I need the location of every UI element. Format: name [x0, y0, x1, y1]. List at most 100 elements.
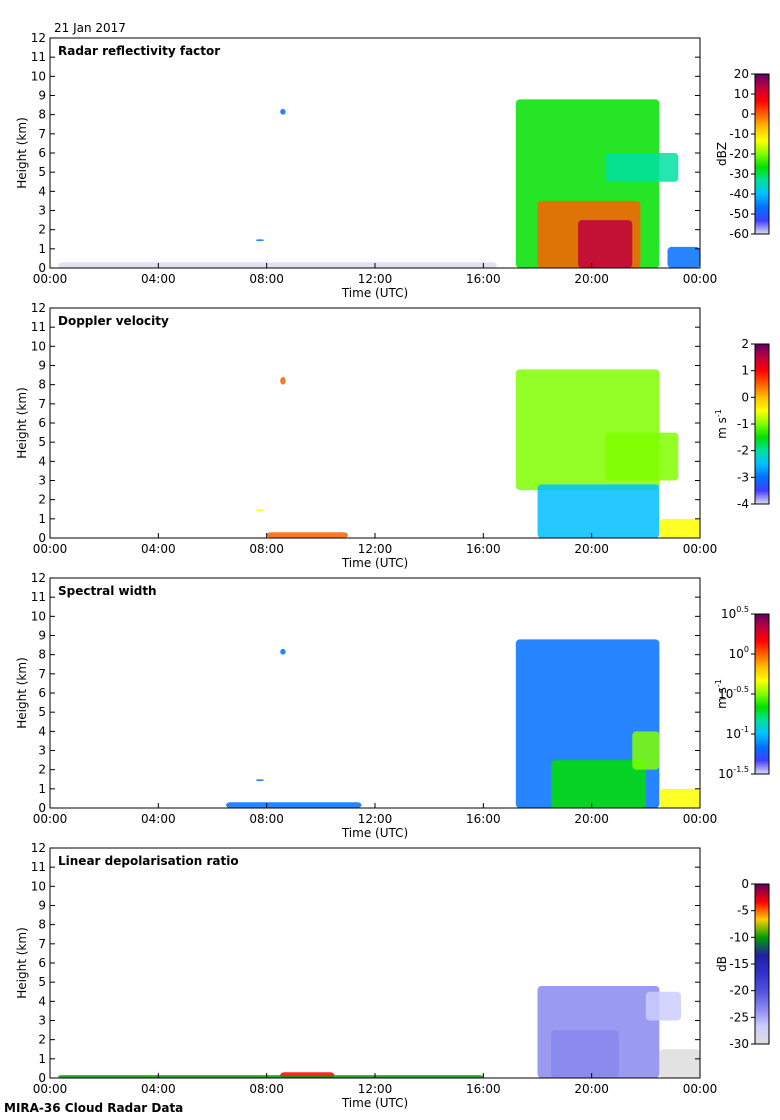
y-tick-label: 4: [38, 184, 46, 198]
x-tick-label: 12:00: [358, 1082, 393, 1096]
y-tick-label: 9: [38, 899, 46, 913]
x-tick-label: 08:00: [249, 812, 284, 826]
colorbar-tick-label: -30: [729, 1037, 749, 1051]
y-tick-label: 9: [38, 629, 46, 643]
y-tick-label: 10: [31, 879, 46, 893]
colorbar-tick-label: 0: [741, 877, 749, 891]
y-tick-label: 2: [38, 223, 46, 237]
colorbar-label: m s-1: [714, 679, 729, 709]
colorbar-tick-label: 1: [741, 364, 749, 378]
y-axis-label: Height (km): [15, 117, 29, 188]
panel-title: Doppler velocity: [58, 314, 169, 328]
colorbar-tick-label: -20: [729, 984, 749, 998]
panel-title: Linear depolarisation ratio: [58, 854, 239, 868]
colorbar-tick-label: 0: [741, 107, 749, 121]
y-tick-label: 7: [38, 127, 46, 141]
y-tick-label: 11: [31, 860, 46, 874]
data-region-3: [659, 1049, 700, 1078]
x-tick-label: 00:00: [33, 1082, 68, 1096]
y-tick-label: 10: [31, 339, 46, 353]
colorbar: [754, 73, 770, 235]
y-tick-label: 7: [38, 667, 46, 681]
y-tick-label: 1: [38, 242, 46, 256]
data-region-2: [551, 1030, 619, 1078]
y-tick-label: 4: [38, 724, 46, 738]
colorbar-tick-label: 10: [734, 87, 749, 101]
y-tick-label: 3: [38, 204, 46, 218]
colorbar-tick-label: -40: [729, 187, 749, 201]
x-tick-label: 20:00: [574, 542, 609, 556]
y-tick-label: 6: [38, 416, 46, 430]
x-axis-label: Time (UTC): [341, 286, 408, 300]
y-tick-label: 4: [38, 994, 46, 1008]
colorbar-tick-label: -5: [737, 904, 749, 918]
y-tick-label: 8: [38, 378, 46, 392]
colorbar-label: dB: [715, 956, 729, 972]
data-region-6: [255, 509, 264, 512]
y-tick-label: 10: [31, 609, 46, 623]
colorbar-tick-label: 10-1.5: [718, 765, 749, 781]
data-layer: [255, 369, 700, 538]
colorbar-tick-label: 100: [729, 645, 749, 661]
data-region-5: [280, 648, 286, 655]
x-tick-label: 00:00: [683, 272, 718, 286]
y-tick-label: 11: [31, 590, 46, 604]
y-tick-label: 2: [38, 763, 46, 777]
y-tick-label: 0: [38, 261, 46, 275]
y-tick-label: 9: [38, 359, 46, 373]
data-region-7: [226, 802, 362, 808]
y-tick-label: 2: [38, 1033, 46, 1047]
data-region-2: [537, 484, 660, 538]
y-tick-label: 3: [38, 474, 46, 488]
x-tick-label: 12:00: [358, 812, 393, 826]
footer-label: MIRA-36 Cloud Radar Data: [4, 1101, 183, 1115]
y-tick-label: 11: [31, 320, 46, 334]
y-tick-label: 4: [38, 454, 46, 468]
y-tick-label: 5: [38, 705, 46, 719]
x-tick-label: 12:00: [358, 542, 393, 556]
x-tick-label: 16:00: [466, 542, 501, 556]
x-tick-label: 16:00: [466, 272, 501, 286]
y-tick-label: 6: [38, 146, 46, 160]
colorbar-tick-label: 20: [734, 67, 749, 81]
x-tick-label: 16:00: [466, 812, 501, 826]
panel-title: Radar reflectivity factor: [58, 44, 220, 58]
y-tick-label: 3: [38, 1014, 46, 1028]
x-tick-label: 00:00: [33, 812, 68, 826]
colorbar-tick-label: -1: [737, 417, 749, 431]
colorbar: [754, 343, 770, 505]
x-tick-label: 16:00: [466, 1082, 501, 1096]
x-axis-label: Time (UTC): [341, 556, 408, 570]
y-tick-label: 1: [38, 512, 46, 526]
y-tick-label: 7: [38, 397, 46, 411]
y-tick-label: 8: [38, 648, 46, 662]
data-region-5: [578, 220, 633, 268]
data-region-3: [632, 731, 660, 770]
y-tick-label: 2: [38, 493, 46, 507]
colorbar-tick-label: -10: [729, 127, 749, 141]
y-tick-label: 0: [38, 531, 46, 545]
data-region-6: [58, 1075, 484, 1078]
y-tick-label: 1: [38, 782, 46, 796]
y-tick-label: 12: [31, 301, 46, 315]
colorbar-tick-label: 0: [741, 390, 749, 404]
y-axis-label: Height (km): [15, 927, 29, 998]
y-tick-label: 12: [31, 841, 46, 855]
y-tick-label: 5: [38, 975, 46, 989]
panel-title: Spectral width: [58, 584, 157, 598]
data-region-4: [659, 518, 700, 538]
x-axis-label: Time (UTC): [341, 826, 408, 840]
colorbar-tick-label: -30: [729, 167, 749, 181]
colorbar-tick-label: -60: [729, 227, 749, 241]
colorbar-tick-label: -2: [737, 444, 749, 458]
x-tick-label: 00:00: [683, 542, 718, 556]
data-layer: [226, 639, 700, 808]
y-tick-label: 6: [38, 686, 46, 700]
data-region-4: [645, 991, 682, 1021]
x-tick-label: 20:00: [574, 1082, 609, 1096]
data-region-4: [659, 788, 700, 808]
